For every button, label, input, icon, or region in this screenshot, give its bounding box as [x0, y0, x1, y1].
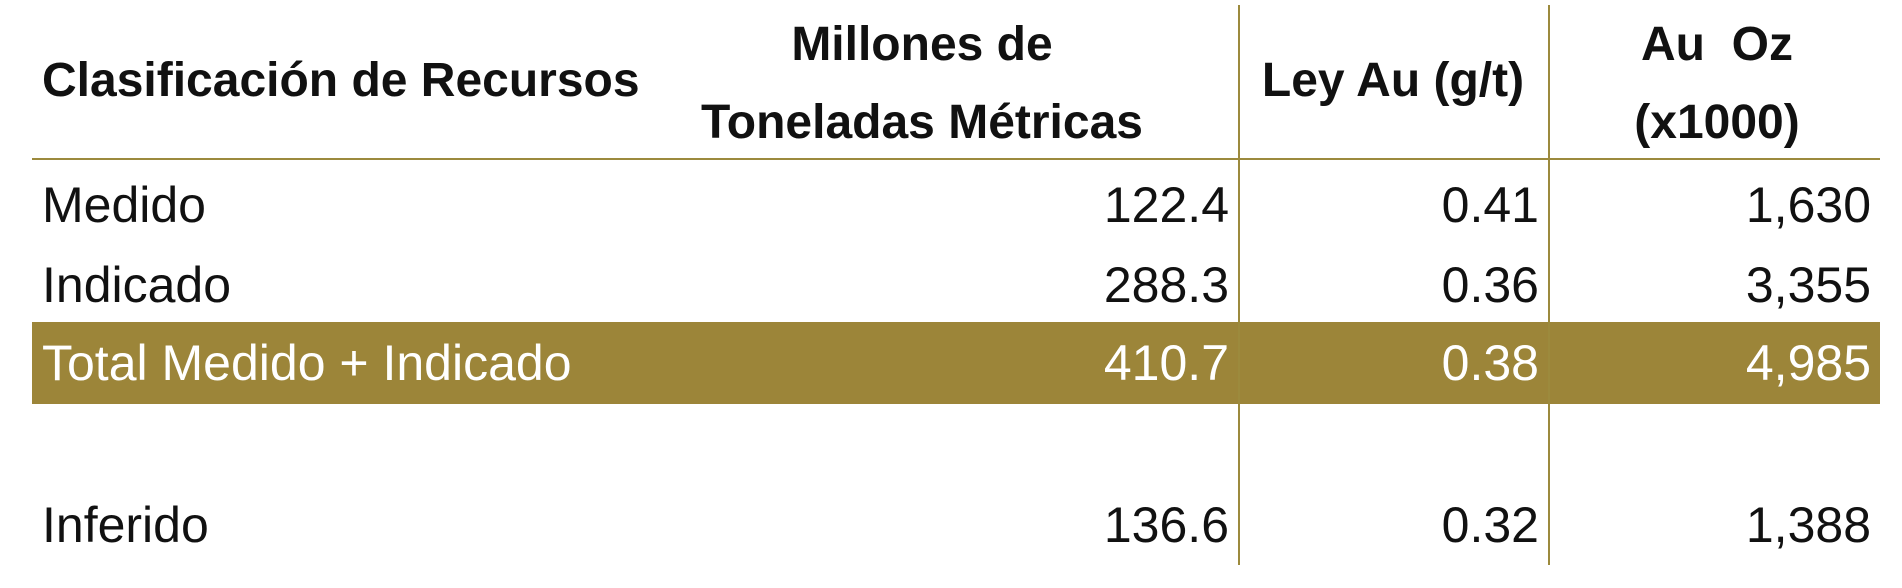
- header-ounces: Au Oz (x1000): [1552, 6, 1882, 162]
- inferred-label: Inferido: [42, 497, 209, 553]
- header-tonnes-line1: Millones de: [791, 18, 1053, 71]
- row-grade: 0.41: [1441, 177, 1539, 233]
- inferred-ounces: 1,388: [1745, 497, 1871, 553]
- resource-table: Clasificación de Recursos Millones de To…: [32, 0, 1880, 570]
- total-grade: 0.38: [1441, 335, 1539, 391]
- total-tonnes: 410.7: [1103, 335, 1229, 391]
- header-tonnes-line2: Toneladas Métricas: [701, 96, 1143, 149]
- row-label: Medido: [42, 177, 206, 233]
- total-row-background: [32, 322, 1880, 404]
- header-classification: Clasificación de Recursos: [42, 54, 640, 107]
- header-tonnes: Millones de Toneladas Métricas: [592, 6, 1252, 162]
- column-divider-2: [1548, 5, 1550, 565]
- total-label: Total Medido + Indicado: [42, 335, 572, 391]
- header-ounces-line2: (x1000): [1634, 96, 1800, 149]
- header-grade: Ley Au (g/t): [1261, 54, 1525, 107]
- column-divider-1: [1238, 5, 1240, 565]
- row-tonnes: 288.3: [1103, 257, 1229, 313]
- header-divider: [32, 158, 1880, 160]
- row-ounces: 3,355: [1745, 257, 1871, 313]
- row-ounces: 1,630: [1745, 177, 1871, 233]
- header-ounces-line1: Au Oz: [1641, 18, 1793, 71]
- row-label: Indicado: [42, 257, 232, 313]
- inferred-tonnes: 136.6: [1103, 497, 1229, 553]
- row-grade: 0.36: [1441, 257, 1539, 313]
- row-tonnes: 122.4: [1103, 177, 1229, 233]
- inferred-grade: 0.32: [1441, 497, 1539, 553]
- total-ounces: 4,985: [1745, 335, 1871, 391]
